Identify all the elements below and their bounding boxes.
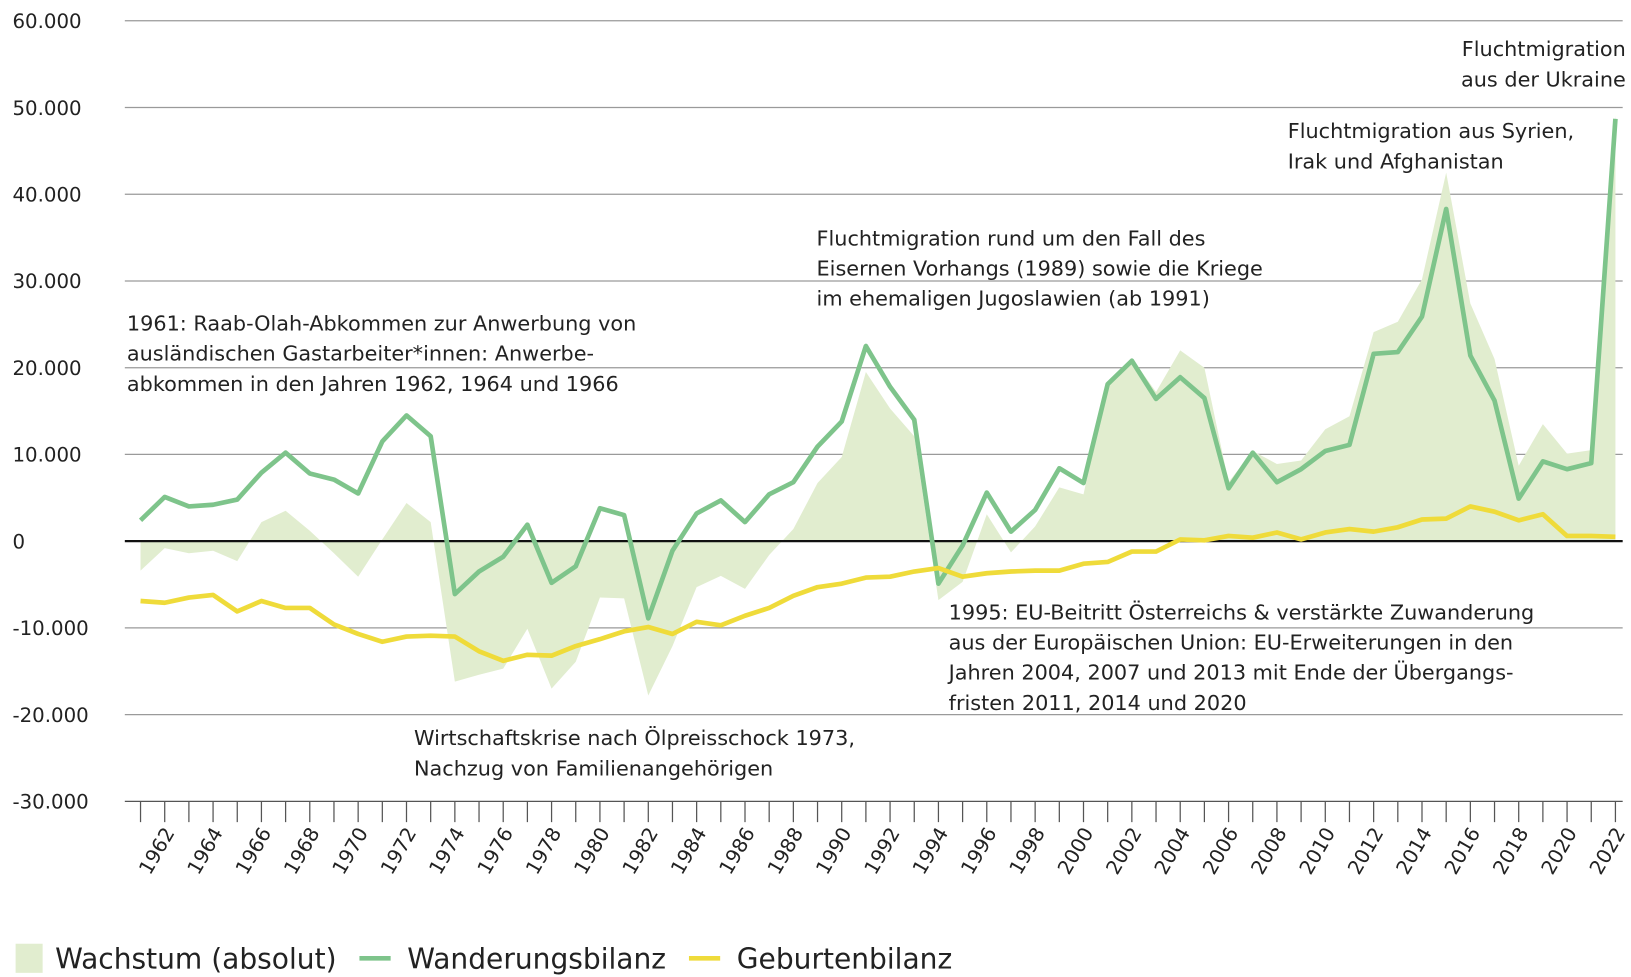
x-tick-label: 1990 [811,824,856,879]
annotation: Fluchtmigration rund um den Fall des [817,226,1206,250]
legend-label: Geburtenbilanz [737,943,952,976]
x-tick-label: 1980 [570,824,615,879]
annotation: Fluchtmigration aus Syrien, [1288,119,1574,143]
annotation: 1961: Raab-Olah-Abkommen zur Anwerbung v… [127,312,636,336]
x-tick-label: 1976 [473,824,518,879]
x-tick-label: 1994 [908,824,953,879]
legend-label: Wachstum (absolut) [55,943,336,976]
x-tick-label: 1978 [521,824,566,879]
annotation: Eisernen Vorhangs (1989) sowie die Krieg… [817,256,1263,280]
annotation: Wirtschaftskrise nach Ölpreisschock 1973… [414,725,855,750]
x-tick-label: 1984 [666,824,711,879]
annotation: Irak und Afghanistan [1288,149,1504,173]
y-tick-label: 30.000 [12,270,81,293]
x-tick-label: 2018 [1488,824,1533,879]
x-tick-label: 1988 [763,824,808,879]
x-tick-label: 1982 [618,824,663,879]
x-tick-label: 2000 [1053,824,1098,879]
x-tick-label: 2010 [1295,824,1340,879]
x-tick-label: 2014 [1392,824,1437,879]
y-tick-label: 60.000 [12,10,81,33]
x-tick-label: 1962 [134,824,179,879]
annotation: Fluchtmigration [1462,37,1626,61]
annotation: 1995: EU-Beitritt Österreichs & verstärk… [949,599,1535,624]
y-tick-label: -30.000 [12,791,88,814]
x-tick-label: 1970 [328,824,373,879]
legend-swatch [15,943,43,973]
x-tick-label: 1966 [231,824,276,879]
x-tick-label: 2006 [1198,824,1243,879]
x-tick-label: 2020 [1537,824,1582,879]
line [140,504,1616,664]
x-tick-label: 2004 [1150,824,1195,879]
annotation: Jahren 2004, 2007 und 2013 mit Ende der … [947,660,1514,685]
annotation: ausländischen Gastarbeiter*innen: Anwerb… [127,342,594,366]
x-tick-label: 1968 [279,824,324,879]
y-tick-label: 0 [12,530,25,553]
y-tick-label: -10.000 [12,617,88,640]
y-tick-label: 40.000 [12,184,81,207]
x-tick-label: 1996 [956,824,1001,879]
x-tick-label: 2002 [1102,824,1147,879]
annotation: fristen 2011, 2014 und 2020 [949,691,1247,715]
annotation: aus der Ukraine [1461,67,1626,91]
annotation: abkommen in den Jahren 1962, 1964 und 19… [127,372,619,396]
y-tick-label: 50.000 [12,97,81,120]
annotation: im ehemaligen Jugoslawien (ab 1991) [817,287,1210,311]
y-tick-label: -20.000 [12,704,88,727]
x-tick-label: 2022 [1585,824,1630,879]
x-tick-label: 2016 [1440,824,1485,879]
x-tick-label: 2012 [1343,824,1388,879]
x-tick-label: 1972 [376,824,421,879]
annotation: aus der Europäischen Union: EU-Erweiteru… [949,631,1513,655]
x-tick-label: 1986 [715,824,760,879]
x-tick-label: 1974 [425,824,470,879]
x-tick-label: 1998 [1005,824,1050,879]
x-tick-label: 1964 [183,824,228,879]
y-tick-label: 10.000 [12,444,81,467]
line [138,118,1618,621]
legend-label: Wanderungsbilanz [407,943,666,976]
annotation: Nachzug von Familienangehörigen [414,756,773,780]
y-tick-label: 20.000 [12,357,81,380]
x-tick-label: 2008 [1247,824,1292,879]
x-tick-label: 1992 [860,824,905,879]
